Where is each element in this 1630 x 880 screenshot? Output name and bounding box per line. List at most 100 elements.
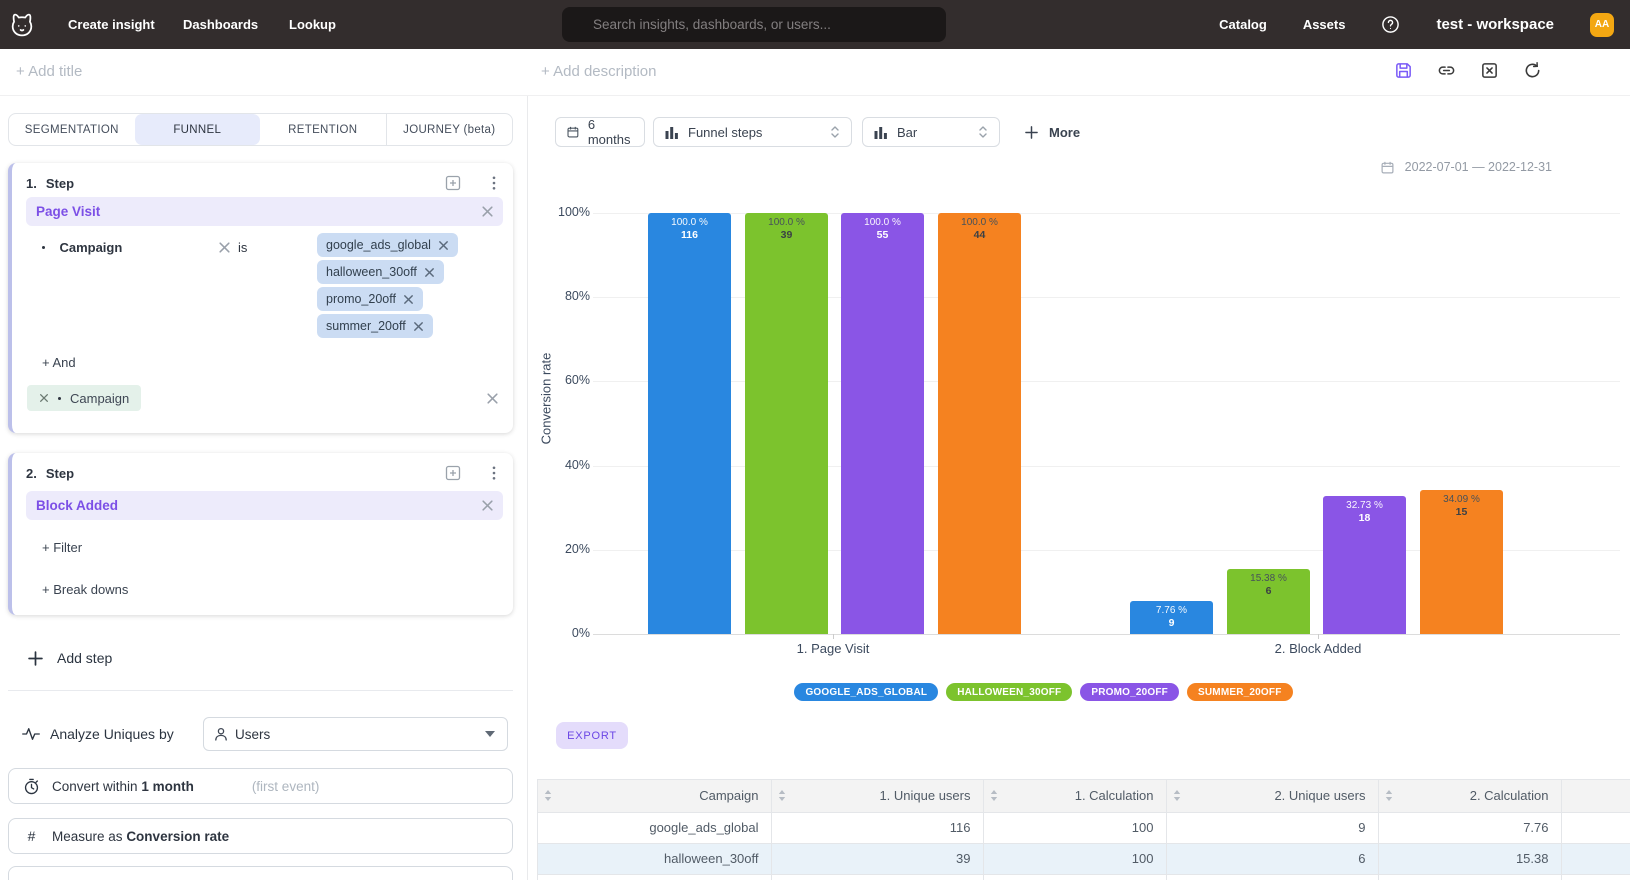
table-cell: 6 bbox=[1166, 843, 1379, 875]
next-setting-box[interactable] bbox=[8, 866, 513, 880]
sort-icon[interactable] bbox=[1385, 790, 1393, 802]
visualization-value: Bar bbox=[897, 124, 918, 140]
workspace-switcher[interactable]: test - workspace bbox=[1436, 16, 1554, 33]
table-cell: 7.76 bbox=[1378, 812, 1562, 844]
visualization-select[interactable]: Bar bbox=[862, 117, 1000, 147]
remove-event-icon[interactable] bbox=[481, 205, 494, 218]
query-builder-panel: SEGMENTATION FUNNEL RETENTION JOURNEY (beta… bbox=[0, 96, 527, 880]
funnel-bar-halloween_30off-step2[interactable]: 15.38 % 6 bbox=[1227, 569, 1310, 634]
nav-catalog[interactable]: Catalog bbox=[1219, 17, 1267, 32]
tab-journey-beta-[interactable]: JOURNEY (beta) bbox=[385, 114, 513, 145]
funnel-bar-google_ads_global-step2[interactable]: 7.76 % 9 bbox=[1130, 601, 1213, 634]
duplicate-step-icon[interactable] bbox=[445, 465, 461, 481]
y-tick-label: 20% bbox=[564, 541, 590, 556]
legend-pill-google_ads_global[interactable]: GOOGLE_ADS_GLOBAL bbox=[794, 683, 939, 701]
results-table-wrap: Campaign 1. Unique users 1. Calculation 2. … bbox=[537, 779, 1630, 880]
nav-create-insight[interactable]: Create insight bbox=[68, 17, 155, 32]
sort-icon[interactable] bbox=[990, 790, 998, 802]
funnel-bar-promo_20off-step1[interactable]: 100.0 % 55 bbox=[841, 213, 924, 634]
analyze-unit-select[interactable]: Users bbox=[203, 717, 508, 751]
filter-operator[interactable]: is bbox=[238, 240, 248, 255]
cat-logo-icon[interactable] bbox=[8, 11, 36, 39]
filter-property[interactable]: Campaign bbox=[59, 240, 123, 255]
remove-filter-icon[interactable] bbox=[218, 241, 231, 254]
step-title: Step bbox=[45, 465, 75, 481]
add-breakdown-button[interactable]: + Break downs bbox=[42, 582, 129, 597]
column-header-1-unique-users[interactable]: 1. Unique users bbox=[771, 780, 984, 813]
date-range-text: 2022-07-01 — 2022-12-31 bbox=[1404, 160, 1552, 174]
avatar[interactable]: AA bbox=[1590, 12, 1614, 37]
filter-chip-halloween_30off[interactable]: halloween_30off bbox=[317, 260, 444, 284]
column-header-2-calculation[interactable]: 2. Calculation bbox=[1378, 780, 1562, 813]
export-button[interactable]: EXPORT bbox=[556, 722, 628, 749]
refresh-icon[interactable] bbox=[1523, 61, 1542, 80]
step-menu-icon[interactable] bbox=[487, 176, 501, 190]
remove-chip-icon[interactable] bbox=[413, 321, 424, 332]
chip-label: google_ads_global bbox=[326, 238, 431, 252]
filter-chip-google_ads_global[interactable]: google_ads_global bbox=[317, 233, 458, 257]
event-selector[interactable]: Block Added bbox=[26, 491, 503, 520]
column-header-campaign[interactable]: Campaign bbox=[538, 780, 772, 813]
remove-chip-icon[interactable] bbox=[424, 267, 435, 278]
remove-breakdown-icon[interactable] bbox=[39, 393, 49, 403]
tab-segmentation[interactable]: SEGMENTATION bbox=[24, 123, 119, 136]
bar-count-label: 18 bbox=[1358, 512, 1371, 524]
analyze-label: Analyze Uniques by bbox=[50, 726, 174, 742]
remove-chip-icon[interactable] bbox=[403, 294, 414, 305]
legend-pill-summer_20off[interactable]: SUMMER_20OFF bbox=[1187, 683, 1293, 701]
sort-icon[interactable] bbox=[544, 790, 552, 802]
sort-icon[interactable] bbox=[778, 790, 786, 802]
table-cell bbox=[538, 874, 772, 880]
add-description-field[interactable]: + Add description bbox=[541, 63, 657, 80]
chart-legend: GOOGLE_ADS_GLOBAL HALLOWEEN_30OFF PROMO_20… bbox=[537, 683, 1550, 701]
duplicate-step-icon[interactable] bbox=[445, 175, 461, 191]
save-icon[interactable] bbox=[1394, 61, 1413, 80]
add-step-button[interactable]: Add step bbox=[28, 650, 112, 666]
nav-assets[interactable]: Assets bbox=[1302, 17, 1346, 32]
gridline bbox=[593, 465, 1620, 467]
nav-dashboards[interactable]: Dashboards bbox=[183, 17, 259, 32]
add-and-button[interactable]: + And bbox=[42, 355, 76, 370]
funnel-bar-summer_20off-step1[interactable]: 100.0 % 44 bbox=[938, 213, 1021, 634]
search-input[interactable] bbox=[562, 7, 946, 42]
add-title-field[interactable]: + Add title bbox=[16, 63, 83, 80]
help-icon[interactable] bbox=[1381, 15, 1400, 34]
filter-chip-promo_20off[interactable]: promo_20off bbox=[317, 287, 423, 311]
copy-link-icon[interactable] bbox=[1437, 61, 1456, 80]
column-header-1-calculation[interactable]: 1. Calculation bbox=[983, 780, 1167, 813]
legend-pill-halloween_30off[interactable]: HALLOWEEN_30OFF bbox=[946, 683, 1073, 701]
measure-as-setting[interactable]: # Measure as Conversion rate bbox=[8, 818, 513, 854]
nav-lookup[interactable]: Lookup bbox=[289, 17, 336, 32]
filter-chip-summer_20off[interactable]: summer_20off bbox=[317, 314, 433, 338]
tab-funnel[interactable]: FUNNEL bbox=[134, 114, 260, 145]
stopwatch-icon bbox=[24, 778, 39, 794]
tab-retention[interactable]: RETENTION bbox=[288, 123, 358, 136]
legend-pill-promo_20off[interactable]: PROMO_20OFF bbox=[1080, 683, 1179, 701]
funnel-bar-promo_20off-step2[interactable]: 32.73 % 18 bbox=[1323, 496, 1406, 634]
chart-date-range[interactable]: 2022-07-01 — 2022-12-31 bbox=[1381, 160, 1552, 174]
funnel-bar-google_ads_global-step1[interactable]: 100.0 % 116 bbox=[648, 213, 731, 634]
funnel-bar-halloween_30off-step1[interactable]: 100.0 % 39 bbox=[745, 213, 828, 634]
chart-type-select[interactable]: Funnel steps bbox=[653, 117, 852, 147]
sort-icon[interactable] bbox=[1173, 790, 1181, 802]
event-name: Page Visit bbox=[36, 204, 101, 219]
add-step-label: Add step bbox=[57, 650, 113, 666]
remove-chip-icon[interactable] bbox=[438, 240, 449, 251]
column-header-empty bbox=[1561, 780, 1630, 813]
funnel-bar-summer_20off-step2[interactable]: 34.09 % 15 bbox=[1420, 490, 1503, 634]
remove-event-icon[interactable] bbox=[481, 499, 494, 512]
column-header-2-unique-users[interactable]: 2. Unique users bbox=[1166, 780, 1379, 813]
step-2-header: 2. Step bbox=[26, 461, 501, 485]
breakdown-chip[interactable]: Campaign bbox=[27, 385, 142, 411]
clear-breakdown-icon[interactable] bbox=[486, 392, 499, 405]
add-filter-button[interactable]: + Filter bbox=[42, 540, 83, 555]
bar-count-label: 6 bbox=[1265, 585, 1272, 597]
clear-icon[interactable] bbox=[1480, 61, 1499, 80]
event-selector[interactable]: Page Visit bbox=[26, 197, 503, 226]
step-menu-icon[interactable] bbox=[487, 466, 501, 480]
convert-within-setting[interactable]: Convert within 1 month (first event) bbox=[8, 768, 513, 804]
date-range-button[interactable]: 6 months bbox=[555, 117, 645, 147]
pulse-icon bbox=[22, 728, 40, 740]
gridline bbox=[593, 213, 1620, 214]
more-options-button[interactable]: More bbox=[1025, 117, 1080, 147]
